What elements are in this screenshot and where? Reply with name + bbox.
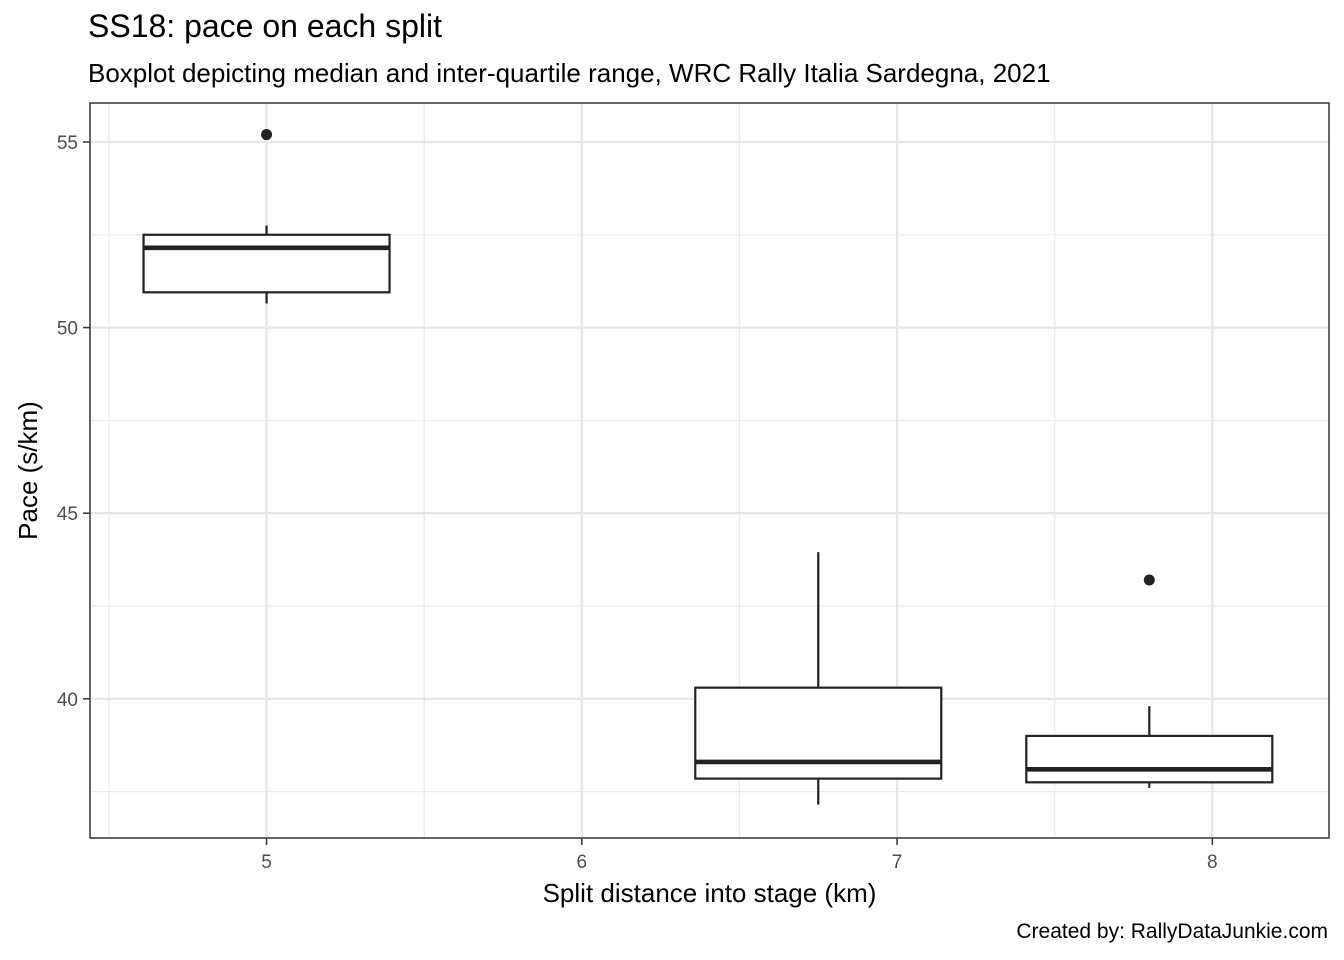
y-axis-ticks: 40 45 50 55 [57, 133, 90, 711]
chart-title: SS18: pace on each split [88, 8, 443, 44]
boxes [142, 129, 1274, 805]
x-tick-label: 5 [261, 852, 272, 873]
major-gridlines [90, 103, 1329, 838]
x-tick-label: 7 [892, 852, 903, 873]
iqr-box [1025, 734, 1274, 784]
iqr-box [142, 233, 391, 294]
y-tick-label: 45 [57, 504, 78, 525]
y-axis-title: Pace (s/km) [13, 401, 43, 540]
box-group [694, 552, 943, 805]
outlier-point [261, 129, 273, 141]
box-group [142, 129, 391, 304]
outlier-point [1143, 574, 1155, 586]
chart-caption: Created by: RallyDataJunkie.com [1016, 920, 1328, 943]
x-axis-title: Split distance into stage (km) [543, 878, 877, 908]
y-tick-label: 40 [57, 690, 78, 711]
y-tick-label: 50 [57, 319, 78, 340]
x-axis-ticks: 5 6 7 8 [261, 838, 1218, 873]
chart-subtitle: Boxplot depicting median and inter-quart… [88, 58, 1051, 88]
iqr-box [694, 686, 943, 780]
x-tick-label: 8 [1207, 852, 1218, 873]
panel-border [89, 102, 1330, 839]
x-tick-label: 6 [577, 852, 588, 873]
y-tick-label: 55 [57, 133, 78, 154]
box-group [1025, 574, 1274, 788]
